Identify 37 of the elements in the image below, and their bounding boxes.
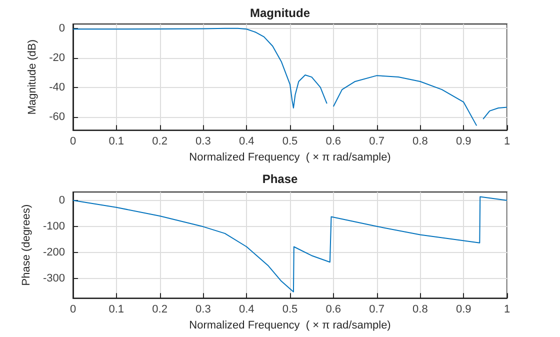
x-tick-label: 0.8 [412, 136, 428, 148]
x-tick-label: 0.4 [238, 304, 254, 316]
x-tick-label: 0.2 [152, 136, 168, 148]
x-tick-label: 0.4 [238, 136, 254, 148]
y-tick-label: -60 [49, 110, 65, 123]
y-tick-label: -300 [42, 272, 65, 285]
x-tick-label: 0.8 [412, 304, 428, 316]
x-tick-label: 0.3 [196, 304, 211, 316]
x-tick-label: 0.5 [282, 304, 298, 316]
line-series [72, 196, 508, 292]
x-tick-label: 0.7 [369, 136, 384, 148]
y-tick-label: 0 [58, 194, 65, 206]
x-tick-label: 1 [504, 136, 510, 148]
x-tick-label: 0.2 [152, 304, 168, 316]
x-tick-label: 0.1 [108, 304, 124, 316]
chart-title: Magnitude [250, 6, 310, 20]
x-tick-label: 0.6 [326, 136, 342, 148]
x-tick-label: 0.6 [326, 304, 342, 316]
x-tick-label: 0.7 [369, 304, 384, 316]
x-tick-label: 0 [70, 136, 76, 148]
y-tick-label: -40 [49, 81, 65, 94]
y-axis-title: Magnitude (dB) [26, 39, 39, 115]
x-tick-label: 0.5 [282, 136, 298, 148]
x-tick-label: 0.9 [456, 304, 472, 316]
x-axis-title: Normalized Frequency ( × π rad/sample) [189, 320, 391, 332]
x-tick-label: 0.1 [108, 136, 124, 148]
y-tick-label: -20 [49, 52, 65, 64]
x-tick-label: 1 [504, 304, 510, 316]
y-axis-title: Phase (degrees) [20, 204, 33, 286]
x-tick-label: 0 [70, 304, 76, 316]
x-axis-title: Normalized Frequency ( × π rad/sample) [189, 152, 391, 164]
x-tick-label: 0.3 [196, 136, 211, 148]
x-tick-label: 0.9 [456, 136, 472, 148]
y-tick-label: -200 [42, 246, 65, 258]
chart-title: Phase [262, 172, 298, 186]
y-tick-label: 0 [58, 22, 65, 34]
y-tick-label: -100 [42, 220, 65, 232]
